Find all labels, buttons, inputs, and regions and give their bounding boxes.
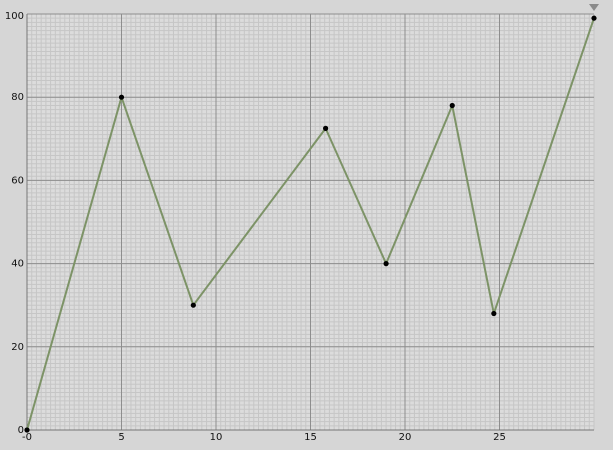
data-point: [383, 261, 389, 267]
chart-menu-arrow-icon[interactable]: [589, 4, 599, 11]
data-point: [118, 94, 125, 100]
data-point: [591, 15, 597, 21]
axes: [26, 14, 594, 431]
x-tick-label: 20: [399, 432, 412, 443]
y-tick-label: 20: [11, 342, 24, 353]
data-point: [24, 427, 30, 433]
x-axis-tick-labels: -0 5 10 15 20 25: [22, 432, 506, 443]
series-polyline: [26, 17, 595, 431]
x-tick-label: 25: [493, 432, 506, 443]
data-points: [24, 15, 597, 433]
data-point: [449, 102, 455, 109]
x-tick-label: 5: [118, 432, 124, 443]
x-tick-label: 10: [210, 432, 223, 443]
y-tick-label: 40: [11, 259, 24, 270]
y-tick-label: 0: [18, 425, 24, 436]
y-tick-label: 80: [11, 92, 24, 103]
x-tick-label: -0: [22, 432, 32, 443]
y-tick-label: 100: [5, 11, 24, 22]
data-point: [491, 310, 497, 317]
y-tick-label: 60: [11, 175, 24, 186]
data-point: [323, 125, 329, 131]
series-line: [26, 17, 595, 431]
x-tick-label: 15: [304, 432, 317, 443]
y-axis-tick-labels: 0 20 40 60 80 100: [5, 11, 24, 436]
data-point: [190, 302, 196, 308]
